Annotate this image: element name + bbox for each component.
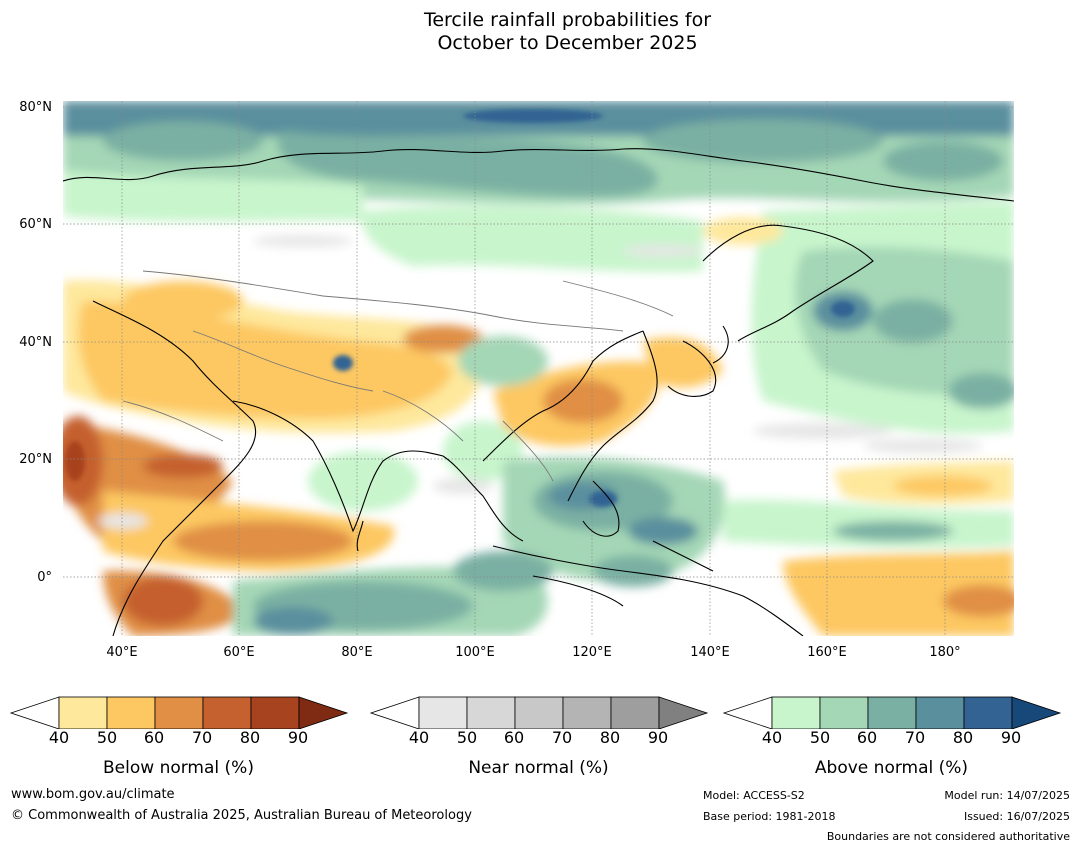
colorbar-upper-extension xyxy=(1011,696,1062,730)
colorbar-swatch xyxy=(867,696,917,730)
colorbar-swatch xyxy=(106,696,156,730)
tick: 90 xyxy=(287,728,309,747)
colorbar-near-normal-caption: Near normal (%) xyxy=(468,758,609,778)
colorbar-swatch xyxy=(154,696,204,730)
title-line-2: October to December 2025 xyxy=(437,32,698,54)
colorbar-swatch xyxy=(58,696,108,730)
lon-label-60e: 60°E xyxy=(223,645,255,660)
colorbar-swatch xyxy=(610,696,660,730)
colorbar-above-normal-swatches xyxy=(722,696,1062,730)
colorbar-swatch xyxy=(202,696,252,730)
tick: 80 xyxy=(952,728,974,747)
base-period-text: Base period: 1981-2018 xyxy=(703,810,836,823)
tick: 50 xyxy=(96,728,118,747)
colorbar-swatch xyxy=(418,696,468,730)
rainfall-map xyxy=(63,101,1014,636)
lon-label-180: 180° xyxy=(929,645,961,660)
borders xyxy=(122,270,674,482)
lon-label-100e: 100°E xyxy=(455,645,495,660)
lon-label-160e: 160°E xyxy=(807,645,847,660)
website-link[interactable]: www.bom.gov.au/climate xyxy=(11,787,175,802)
tick: 80 xyxy=(239,728,261,747)
colorbar-swatch xyxy=(819,696,869,730)
lon-label-120e: 120°E xyxy=(572,645,612,660)
probability-fields xyxy=(63,101,1014,636)
lon-label-140e: 140°E xyxy=(690,645,730,660)
tick: 90 xyxy=(647,728,669,747)
colorbar-upper-extension xyxy=(298,696,349,730)
lon-label-40e: 40°E xyxy=(106,645,138,660)
colorbar-lower-extension xyxy=(369,696,420,730)
title-line-1: Tercile rainfall probabilities for xyxy=(423,9,712,31)
tick: 40 xyxy=(48,728,70,747)
colorbar-swatch xyxy=(771,696,821,730)
lat-label-80n: 80°N xyxy=(19,100,52,115)
colorbar-near-normal-swatches xyxy=(369,696,709,730)
colorbar-upper-extension xyxy=(658,696,709,730)
tick: 70 xyxy=(191,728,213,747)
tick: 60 xyxy=(503,728,525,747)
tick: 70 xyxy=(904,728,926,747)
colorbar-swatch xyxy=(514,696,564,730)
disclaimer-text: Boundaries are not considered authoritat… xyxy=(826,830,1070,843)
colorbar-swatch xyxy=(562,696,612,730)
model-run-text: Model run: 14/07/2025 xyxy=(944,789,1070,802)
tick: 40 xyxy=(761,728,783,747)
colorbar-swatch xyxy=(963,696,1013,730)
colorbar-near-normal-ticks: 40 50 60 70 80 90 xyxy=(370,728,710,748)
tick: 40 xyxy=(408,728,430,747)
tick: 90 xyxy=(1000,728,1022,747)
colorbar-below-normal: 40 50 60 70 80 90 Below normal (%) xyxy=(9,695,350,778)
issued-text: Issued: 16/07/2025 xyxy=(963,810,1070,823)
colorbar-below-normal-swatches xyxy=(9,696,349,730)
tick: 60 xyxy=(856,728,878,747)
colorbar-lower-extension xyxy=(9,696,60,730)
probability-hotspots xyxy=(65,109,855,507)
tick: 50 xyxy=(456,728,478,747)
colorbar-swatch xyxy=(250,696,300,730)
tick: 50 xyxy=(809,728,831,747)
colorbar-swatch xyxy=(466,696,516,730)
colorbar-above-normal: 40 50 60 70 80 90 Above normal (%) xyxy=(722,695,1063,778)
colorbar-below-normal-ticks: 40 50 60 70 80 90 xyxy=(10,728,350,748)
lat-label-0: 0° xyxy=(37,570,52,585)
tick: 80 xyxy=(599,728,621,747)
colorbar-lower-extension xyxy=(722,696,773,730)
colorbar-below-normal-caption: Below normal (%) xyxy=(103,758,254,778)
colorbar-swatch xyxy=(915,696,965,730)
lat-label-20n: 20°N xyxy=(19,452,52,467)
lat-label-40n: 40°N xyxy=(19,335,52,350)
map-title: Tercile rainfall probabilities for Octob… xyxy=(0,9,1081,55)
coastlines xyxy=(63,148,1014,636)
colorbar-above-normal-caption: Above normal (%) xyxy=(814,758,969,778)
tick: 70 xyxy=(551,728,573,747)
tick: 60 xyxy=(143,728,165,747)
model-text: Model: ACCESS-S2 xyxy=(703,789,805,802)
copyright-text: © Commonwealth of Australia 2025, Austra… xyxy=(11,808,472,823)
colorbar-above-normal-ticks: 40 50 60 70 80 90 xyxy=(723,728,1063,748)
map-svg xyxy=(63,101,1014,636)
colorbar-near-normal: 40 50 60 70 80 90 Near normal (%) xyxy=(369,695,710,778)
lat-label-60n: 60°N xyxy=(19,217,52,232)
lon-label-80e: 80°E xyxy=(341,645,373,660)
